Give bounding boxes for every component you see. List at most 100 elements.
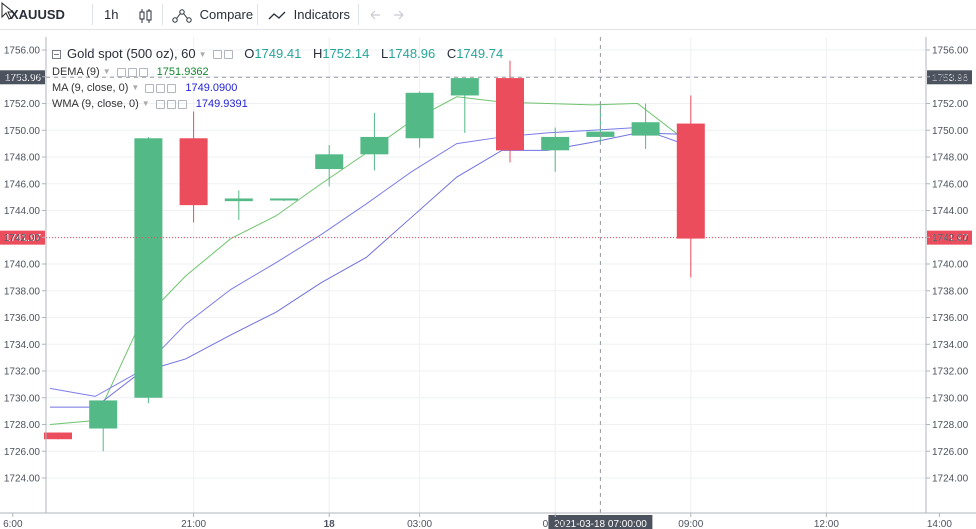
indicator-value: 1751.9362 [156, 66, 209, 78]
caret-down-icon[interactable]: ▼ [131, 83, 140, 93]
toolbar-divider [257, 4, 258, 25]
y-tick-label-left: 1724.00 [4, 474, 41, 485]
high-label: H [312, 46, 323, 61]
chart-axes: 1756.00 1756.00 1754.00 1754.00 1752.00 1752.… [0, 37, 976, 529]
main-series-legend: Gold spot (500 oz), 60 ▼ O1749.41 H1752.1… [52, 44, 503, 64]
caret-down-icon[interactable]: ▼ [102, 67, 111, 77]
close-label: C [446, 46, 457, 61]
indicator-legend-ma[interactable]: MA (9, close, 0) ▼ 1749.0900 [52, 80, 503, 96]
y-tick-label-left: 1750.00 [4, 126, 41, 137]
candle-body [224, 198, 253, 202]
caret-down-icon[interactable]: ▼ [198, 49, 207, 59]
x-tick-label: 03:00 [407, 519, 432, 529]
eye-icon[interactable] [212, 50, 222, 60]
candle-body [179, 138, 208, 206]
toolbar-divider [162, 4, 163, 25]
x-tick-label: 18 [324, 519, 336, 529]
collapse-icon[interactable] [52, 50, 61, 60]
caret-down-icon[interactable]: ▼ [141, 99, 150, 109]
candle-body [89, 400, 118, 429]
eye-icon[interactable] [116, 67, 126, 77]
series-title: Gold spot (500 oz), 60 [67, 46, 196, 61]
candle-body [270, 198, 298, 201]
y-tick-label-left: 1734.00 [4, 340, 41, 351]
close-icon[interactable] [177, 99, 187, 109]
settings-icon[interactable] [156, 83, 166, 93]
compare-icon [172, 8, 192, 23]
candle-body [405, 92, 434, 139]
x-tick-label: 14:00 [927, 519, 952, 529]
y-tick-label-right: 1732.00 [932, 367, 969, 378]
crosshair-time-bg [548, 515, 653, 529]
open-label: O [244, 46, 255, 61]
low-label: L [380, 46, 389, 61]
crosshair-price-right: 1753.96 [932, 73, 969, 84]
y-tick-label-left: 1730.00 [4, 393, 41, 404]
y-tick-label-left: 1738.00 [4, 286, 41, 297]
settings-icon[interactable] [127, 67, 137, 77]
undo-icon [370, 10, 380, 19]
candle-body [496, 78, 524, 151]
candles-icon [139, 8, 152, 23]
indicator-label: DEMA (9) [52, 66, 100, 78]
price-label-right: 1741.97 [932, 233, 969, 244]
settings-icon[interactable] [223, 50, 233, 60]
eye-icon[interactable] [155, 99, 165, 109]
toolbar: XAUUSD 1h Compare Indicators [0, 0, 976, 30]
y-tick-label-left: 1728.00 [4, 420, 41, 431]
indicator-label: MA (9, close, 0) [52, 82, 129, 94]
y-tick-label-right: 1724.00 [932, 474, 969, 485]
settings-icon[interactable] [166, 99, 176, 109]
chart-grid [0, 37, 976, 513]
toolbar-divider [92, 4, 93, 25]
close-icon[interactable] [167, 83, 177, 93]
symbol-search[interactable]: XAUUSD [10, 7, 65, 22]
undo-button[interactable] [368, 0, 382, 29]
high-value: 1752.14 [322, 46, 370, 61]
price-chart[interactable]: 1741.97 1741.97 1753.96 1753.96 2021-03-18 0… [0, 30, 976, 529]
y-tick-label-left: 1740.00 [4, 260, 41, 271]
toolbar-divider [358, 4, 359, 25]
redo-button[interactable] [392, 0, 406, 29]
chart-style-button[interactable] [137, 0, 155, 29]
cursor-icon [0, 0, 14, 24]
y-tick-label-left: 1752.00 [4, 99, 41, 110]
y-tick-label-right: 1750.00 [932, 126, 969, 137]
y-tick-label-right: 1736.00 [932, 313, 969, 324]
plot-background [0, 37, 976, 513]
y-tick-label-right: 1746.00 [932, 179, 969, 190]
y-tick-label-right: 1730.00 [932, 393, 969, 404]
y-tick-label-right: 1752.00 [932, 99, 969, 110]
x-tick-label: 12:00 [814, 519, 839, 529]
indicator-label: WMA (9, close, 0) [52, 98, 139, 110]
close-icon[interactable] [138, 67, 148, 77]
y-tick-label-left: 1754.00 [4, 72, 41, 83]
eye-icon[interactable] [145, 83, 155, 93]
indicator-legend-dema[interactable]: DEMA (9) ▼ 1751.9362 [52, 64, 503, 80]
crosshair-price-left-bg [0, 70, 45, 85]
y-tick-label-right: 1756.00 [932, 46, 969, 57]
close-value: 1749.74 [456, 46, 504, 61]
indicator-value: 1749.9391 [195, 98, 248, 110]
open-value: 1749.41 [254, 46, 302, 61]
indicators-button[interactable]: Indicators [267, 0, 350, 29]
redo-icon [394, 10, 404, 19]
y-tick-label-right: 1740.00 [932, 260, 969, 271]
y-tick-label-left: 1726.00 [4, 447, 41, 458]
candle-body [450, 78, 479, 96]
crosshair-price-right-bg [927, 70, 972, 85]
price-label-left-bg [0, 230, 45, 245]
y-tick-label-left: 1742.00 [4, 233, 41, 244]
interval-button[interactable]: 1h [104, 7, 119, 22]
crosshair-price-left: 1753.96 [5, 73, 42, 84]
y-tick-label-right: 1734.00 [932, 340, 969, 351]
x-tick-label: 21:00 [181, 519, 206, 529]
candle-body [541, 136, 570, 151]
y-tick-label-right: 1748.00 [932, 153, 969, 164]
compare-button[interactable]: Compare [171, 0, 253, 29]
indicators-label: Indicators [293, 7, 350, 22]
candle-body [360, 136, 389, 155]
y-tick-label-right: 1744.00 [932, 206, 969, 217]
indicator-legend-wma[interactable]: WMA (9, close, 0) ▼ 1749.9391 [52, 96, 503, 112]
y-tick-label-left: 1748.00 [4, 153, 41, 164]
